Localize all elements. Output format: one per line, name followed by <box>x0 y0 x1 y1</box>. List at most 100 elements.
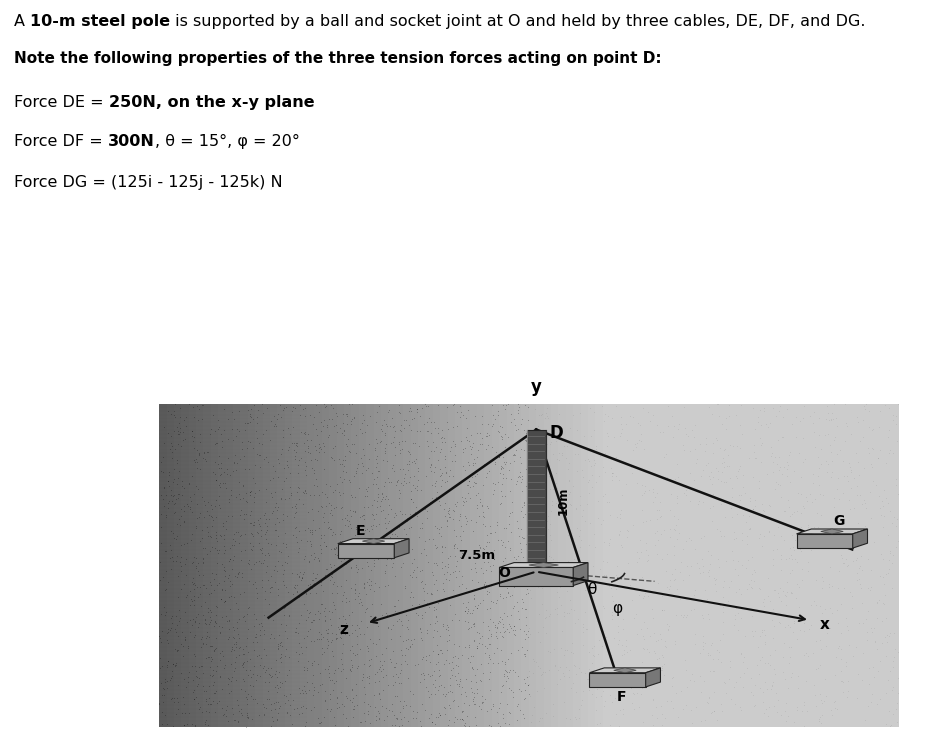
Point <box>523 451 538 462</box>
Point <box>778 673 793 685</box>
Point <box>170 703 185 715</box>
Point <box>545 499 560 511</box>
Point <box>383 542 398 553</box>
Point <box>399 610 414 622</box>
Point <box>243 563 258 575</box>
Point <box>779 697 794 709</box>
Point <box>183 491 197 503</box>
Point <box>374 700 389 712</box>
Point <box>687 419 702 431</box>
Point <box>771 592 786 603</box>
Point <box>612 720 627 732</box>
Point <box>369 461 384 473</box>
Point <box>596 555 611 567</box>
Point <box>875 571 890 583</box>
Point <box>381 579 396 591</box>
Point <box>320 642 335 653</box>
Point <box>880 630 895 642</box>
Point <box>302 524 317 536</box>
Point <box>393 631 408 642</box>
Bar <box>855 404 862 727</box>
Point <box>446 513 461 525</box>
Point <box>477 577 492 589</box>
Point <box>344 413 359 425</box>
Point <box>521 665 536 677</box>
Point <box>630 556 645 567</box>
Point <box>770 479 785 490</box>
Point <box>498 541 513 553</box>
Point <box>797 502 812 514</box>
Point <box>467 711 482 723</box>
Point <box>458 641 473 653</box>
Point <box>592 662 607 674</box>
Point <box>519 435 534 446</box>
Point <box>716 676 731 688</box>
Point <box>157 584 172 596</box>
Point <box>431 664 446 676</box>
Point <box>706 488 721 500</box>
Point <box>238 528 253 539</box>
Point <box>599 571 614 583</box>
Point <box>325 571 340 583</box>
Point <box>681 532 696 544</box>
Point <box>476 543 491 555</box>
Point <box>790 556 805 567</box>
Point <box>757 676 772 688</box>
Text: φ: φ <box>612 601 622 617</box>
Point <box>883 665 898 677</box>
Polygon shape <box>590 668 661 673</box>
Point <box>861 677 876 689</box>
Point <box>288 439 303 451</box>
Point <box>329 419 344 431</box>
Point <box>263 632 278 644</box>
Point <box>805 647 820 659</box>
Point <box>163 672 178 684</box>
Point <box>855 597 870 608</box>
Point <box>562 488 577 500</box>
Point <box>496 631 511 643</box>
Point <box>620 435 635 446</box>
Point <box>236 492 251 504</box>
Point <box>169 619 184 631</box>
Point <box>460 653 475 664</box>
Point <box>214 621 229 633</box>
Point <box>598 569 613 581</box>
Point <box>407 553 422 565</box>
Point <box>271 589 285 601</box>
Point <box>695 644 710 655</box>
Point <box>217 596 232 608</box>
Point <box>733 494 748 506</box>
Point <box>434 556 449 567</box>
Point <box>348 467 363 479</box>
Point <box>316 506 331 518</box>
Point <box>342 445 357 457</box>
Point <box>168 506 183 518</box>
Point <box>449 530 464 542</box>
Point <box>178 553 193 565</box>
Point <box>477 520 492 532</box>
Point <box>652 426 667 438</box>
Point <box>558 484 573 496</box>
Point <box>354 595 369 607</box>
Point <box>459 519 474 531</box>
Point <box>820 628 835 639</box>
Point <box>656 658 671 669</box>
Point <box>446 399 461 410</box>
Point <box>431 680 446 692</box>
Point <box>446 662 461 674</box>
Point <box>834 599 849 611</box>
Point <box>456 719 471 731</box>
Point <box>268 668 283 680</box>
Point <box>716 462 731 473</box>
Point <box>482 649 497 661</box>
Point <box>427 601 442 613</box>
Point <box>282 610 297 622</box>
Point <box>492 590 507 602</box>
Point <box>879 687 894 699</box>
Point <box>689 701 704 713</box>
Point <box>519 584 534 595</box>
Point <box>506 619 521 631</box>
Point <box>857 403 872 415</box>
Point <box>170 438 185 450</box>
Point <box>260 456 275 468</box>
